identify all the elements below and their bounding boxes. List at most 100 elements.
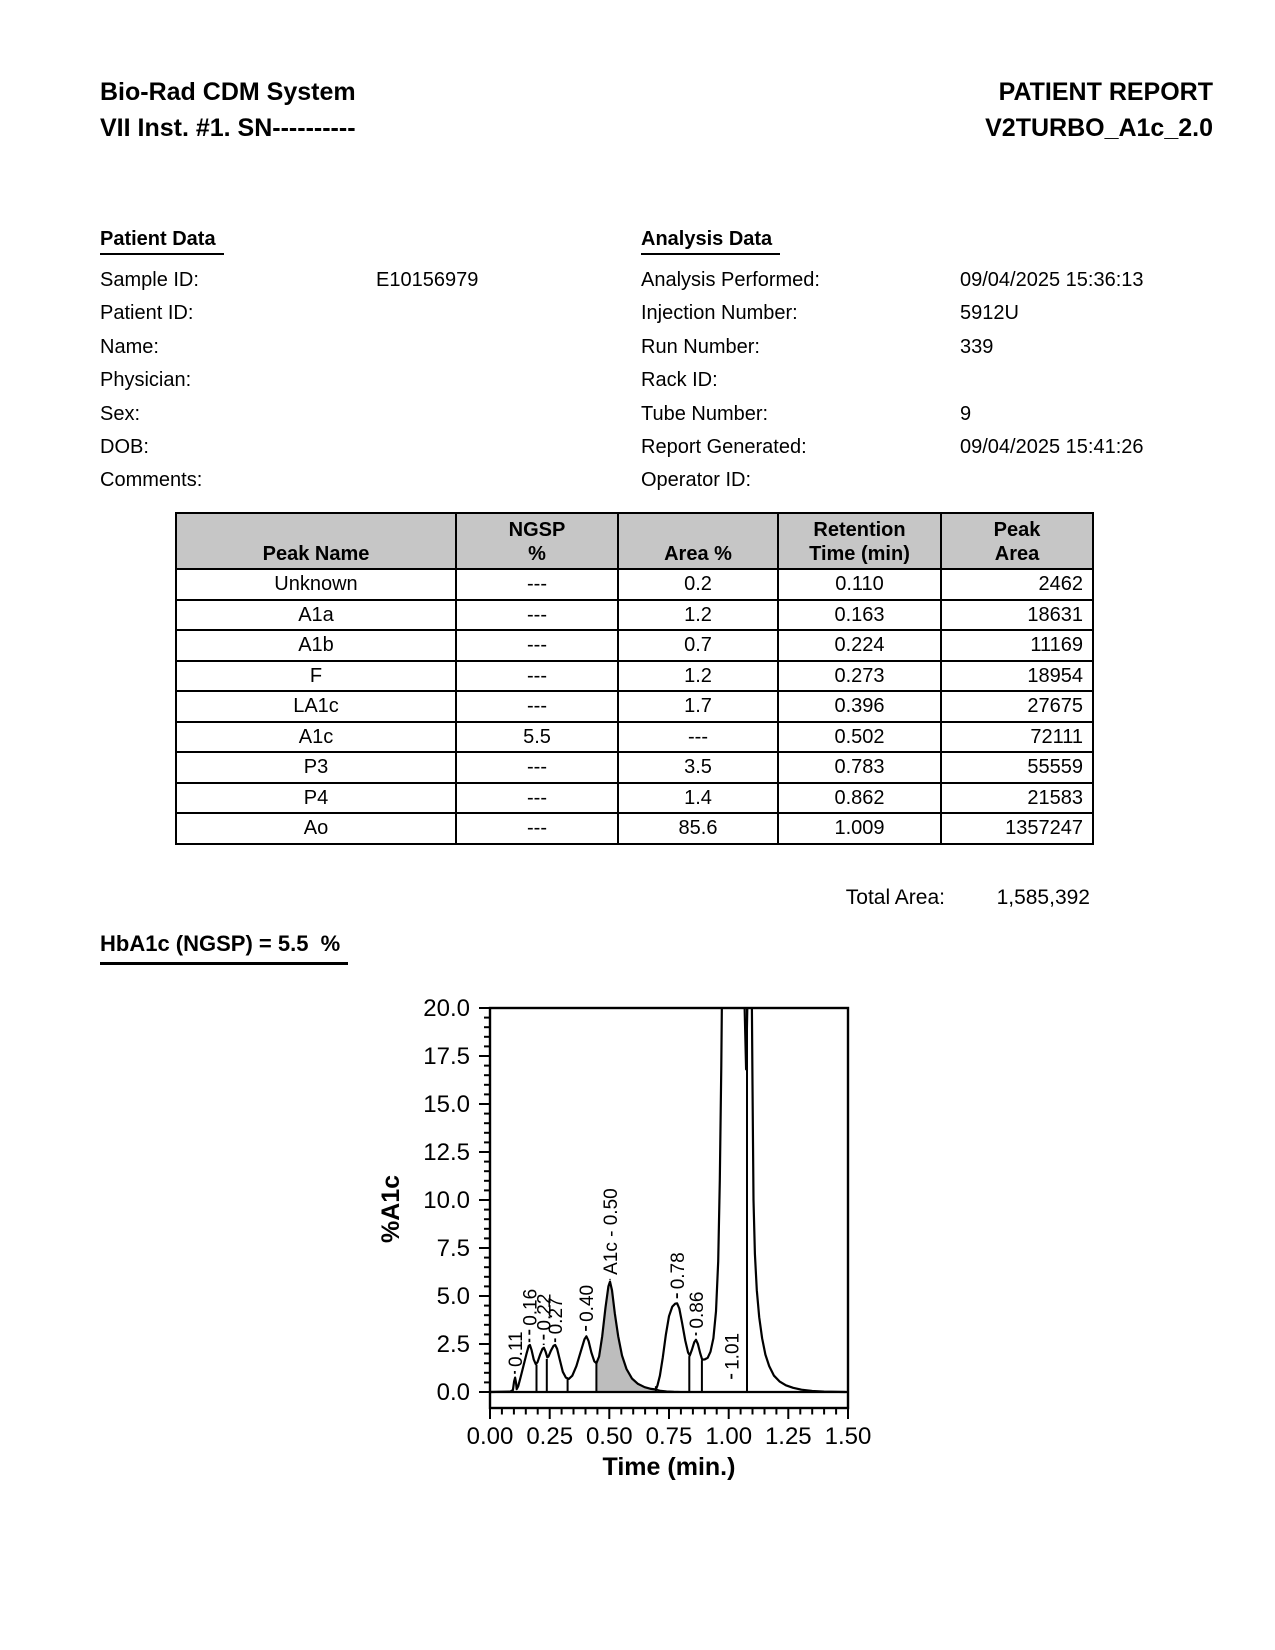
table-row: A1c 5.5 --- 0.502 72111 (175, 720, 1094, 753)
peak-retention-label: 0.11 (506, 1331, 527, 1367)
cell-ngsp: --- (455, 629, 619, 662)
cell-area-pct: --- (617, 720, 779, 753)
field-label: Physician: (100, 369, 192, 392)
report-header: PATIENT REPORT V2TURBO_A1c_2.0 (800, 74, 1213, 146)
table-row: LA1c --- 1.7 0.396 27675 (175, 690, 1094, 723)
system-header: Bio-Rad CDM System VII Inst. #1. SN-----… (100, 74, 356, 146)
field-row-rack-id: Rack ID: (641, 369, 1215, 402)
chromatogram-chart: 0.11 0.16 0.22 0.27 0.40 A1c - 0.50 0.78 0.86 1.… (330, 930, 880, 1505)
total-area-label: Total Area: (845, 886, 945, 909)
y-axis-title: %A1c (377, 1175, 405, 1243)
cell-area-pct: 1.7 (617, 690, 779, 723)
cell-area-pct: 1.2 (617, 659, 779, 692)
y-tick-label: 20.0 (423, 995, 470, 1022)
field-row-comments: Comments: (100, 469, 630, 502)
x-tick-label: 0.00 (467, 1423, 514, 1450)
field-label: Injection Number: (641, 302, 798, 325)
y-tick-label: 12.5 (423, 1139, 470, 1166)
x-tick-label: 1.00 (705, 1423, 752, 1450)
table-row: A1a --- 1.2 0.163 18631 (175, 598, 1094, 631)
peak-retention-label: A1c - 0.50 (601, 1188, 622, 1275)
peak-table-header-row: Peak Name NGSP% Area % Retention Time (mi… (175, 512, 1094, 570)
col-header-line1: NGSP (508, 519, 566, 541)
field-row-tube-number: Tube Number: 9 (641, 403, 1215, 436)
y-tick-label: 7.5 (437, 1235, 470, 1262)
cell-peak-area: 55559 (940, 751, 1094, 784)
cell-retention: 0.396 (777, 690, 942, 723)
field-label: Run Number: (641, 335, 760, 358)
field-row-run-number: Run Number: 339 (641, 336, 1215, 369)
peak-table-section: Peak Name NGSP% Area % Retention Time (mi… (175, 512, 1094, 845)
x-axis-title: Time (min.) (603, 1453, 736, 1481)
integration-drop-lines (535, 1008, 748, 1391)
field-row-physician: Physician: (100, 369, 630, 402)
cell-retention: 0.110 (777, 568, 942, 601)
patient-data-heading: Patient Data (100, 228, 224, 255)
peak-retention-label: 0.27 (546, 1297, 567, 1334)
cell-area-pct: 1.4 (617, 781, 779, 814)
peak-table: Peak Name NGSP% Area % Retention Time (mi… (175, 512, 1094, 845)
field-label: Comments: (100, 469, 203, 492)
field-value: E10156979 (376, 269, 479, 291)
col-header-line2: Peak Name (262, 543, 370, 565)
field-row-injection-number: Injection Number: 5912U (641, 302, 1215, 335)
cell-ngsp: --- (455, 751, 619, 784)
x-tick-label: 0.50 (586, 1423, 633, 1450)
signal-trace (490, 1008, 846, 1394)
cell-area-pct: 3.5 (617, 751, 779, 784)
cell-peak-area: 1357247 (940, 812, 1094, 845)
report-method: V2TURBO_A1c_2.0 (985, 114, 1213, 142)
col-header-retention: Retention Time (min) (777, 512, 942, 570)
patient-data-section: Patient Data Sample ID: E10156979 Patien… (100, 228, 630, 503)
cell-retention: 0.163 (777, 598, 942, 631)
col-header-ngsp: NGSP% (455, 512, 619, 570)
cell-retention: 0.862 (777, 781, 942, 814)
col-header-line2: % (528, 543, 546, 565)
cell-ngsp: 5.5 (455, 720, 619, 753)
field-label: Report Generated: (641, 435, 807, 458)
col-header-line1: Retention (813, 519, 906, 541)
cell-retention: 1.009 (777, 812, 942, 845)
cell-peak-name: P4 (175, 781, 457, 814)
plot-frame (488, 1006, 850, 1410)
table-row: P4 --- 1.4 0.862 21583 (175, 781, 1094, 814)
field-label: Name: (100, 335, 159, 358)
y-tick-label: 10.0 (423, 1187, 470, 1214)
y-tick-label: 15.0 (423, 1091, 470, 1118)
field-value: 9 (960, 402, 972, 425)
cell-retention: 0.783 (777, 751, 942, 784)
field-row-dob: DOB: (100, 436, 630, 469)
field-row-patient-id: Patient ID: (100, 302, 630, 335)
analysis-data-section: Analysis Data Analysis Performed: 09/04/… (641, 228, 1215, 503)
x-tick-label: 1.50 (825, 1423, 872, 1450)
system-title: Bio-Rad CDM System (100, 78, 356, 106)
peak-retention-label: 1.01 (723, 1333, 744, 1370)
cell-peak-name: Ao (175, 812, 457, 845)
col-header-area-pct: Area % (617, 512, 779, 570)
y-tick-label: 2.5 (437, 1331, 470, 1358)
cell-peak-name: LA1c (175, 690, 457, 723)
y-tick-label: 17.5 (423, 1043, 470, 1070)
field-label: Analysis Performed: (641, 269, 820, 291)
a1c-tail-trace (655, 1388, 687, 1393)
field-row-analysis-performed: Analysis Performed: 09/04/2025 15:36:13 (641, 269, 1215, 302)
table-row: Ao --- 85.6 1.009 1357247 (175, 812, 1094, 845)
a1c-shaded-area (596, 1281, 656, 1392)
report-title: PATIENT REPORT (998, 78, 1213, 106)
cell-area-pct: 0.7 (617, 629, 779, 662)
axis-tick-labels: 0.0 2.5 5.0 7.5 10.0 12.5 15.0 17.5 20.0 0.00 0.25… (423, 995, 871, 1450)
col-header-line2: Area (994, 543, 1040, 565)
field-value: 09/04/2025 15:36:13 (960, 269, 1144, 291)
field-value: 339 (960, 335, 994, 358)
field-label: DOB: (100, 435, 149, 458)
col-header-line2: Area % (664, 543, 732, 565)
cell-area-pct: 0.2 (617, 568, 779, 601)
field-row-name: Name: (100, 336, 630, 369)
cell-area-pct: 1.2 (617, 598, 779, 631)
hba1c-result: HbA1c (NGSP) = 5.5 % (100, 931, 349, 965)
peak-retention-label: 0.78 (668, 1252, 689, 1289)
field-row-sample-id: Sample ID: E10156979 (100, 269, 630, 302)
cell-peak-name: P3 (175, 751, 457, 784)
cell-area-pct: 85.6 (617, 812, 779, 845)
